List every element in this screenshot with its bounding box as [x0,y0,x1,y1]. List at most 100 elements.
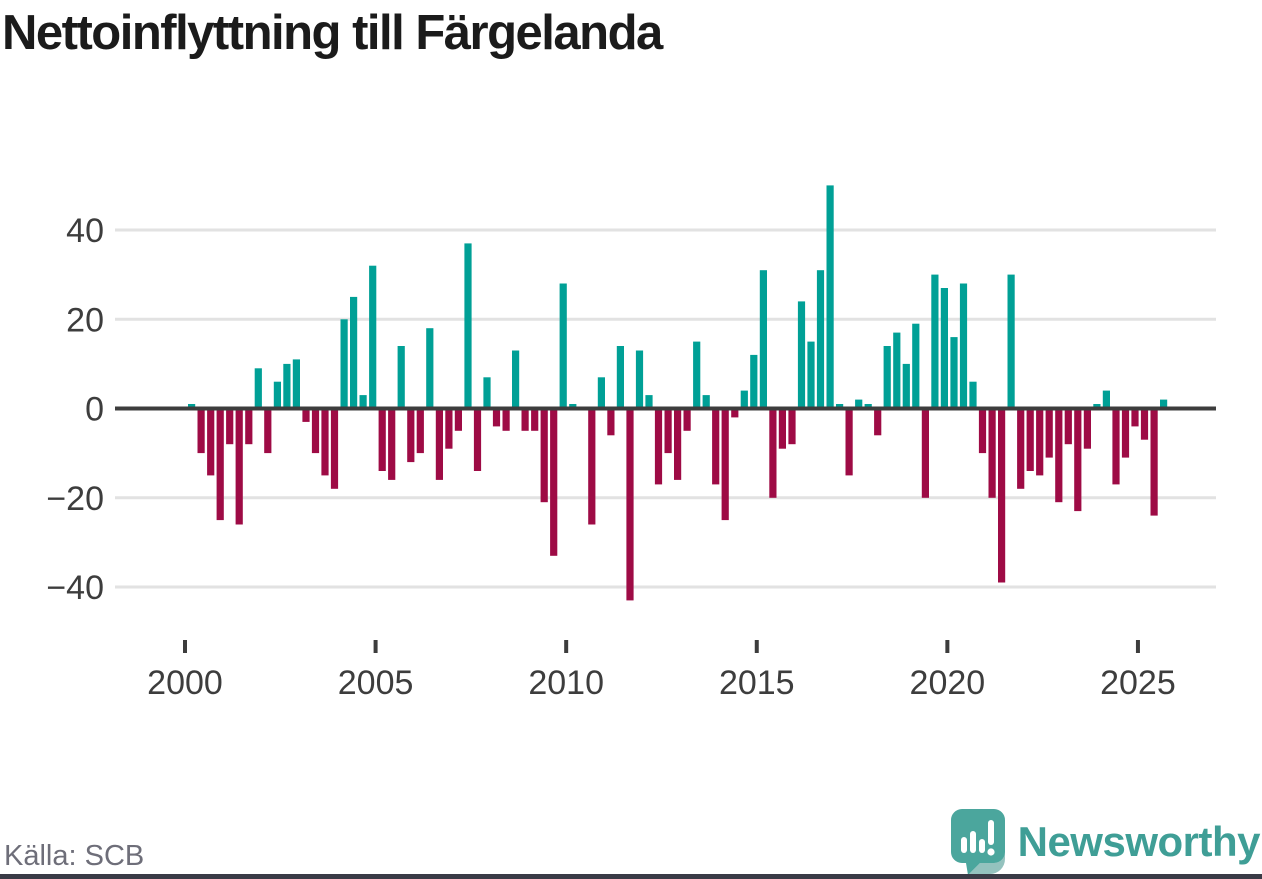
source-label: Källa: SCB [4,840,145,872]
bar [912,323,920,409]
bar [959,283,968,409]
bar [683,408,691,431]
bar [788,408,796,445]
bar [302,408,310,422]
bar [1093,404,1101,409]
bar [1102,390,1110,409]
bar [350,296,358,409]
bar [531,408,539,431]
bar [1160,399,1168,409]
bar [988,408,996,498]
newsworthy-branding: Newsworthy [950,808,1261,876]
bar [378,408,386,471]
bar [512,350,520,409]
bar [273,381,281,409]
bar [1112,408,1120,485]
bar [626,408,634,601]
bar [616,346,624,409]
newsworthy-pin-icon [950,809,1005,875]
bar [1131,408,1139,427]
bar [969,381,977,409]
bar [1083,408,1091,449]
x-axis-tick-label: 2020 [910,664,986,702]
bar [874,408,882,436]
bar [607,408,615,436]
bar [712,408,720,485]
bar [292,359,300,409]
bar [235,408,243,525]
bar [893,332,901,409]
x-axis-tick-label: 2000 [147,664,223,702]
bar [207,408,215,476]
bar [950,337,958,409]
x-axis-tick-label: 2010 [528,664,604,702]
bar [797,301,806,409]
y-axis-tick-label: 0 [85,391,104,429]
bar [435,408,443,480]
bar [769,408,777,498]
bar [664,408,672,454]
bar [855,399,863,409]
bar [1150,408,1158,516]
bar [321,408,329,476]
x-axis-tick-label: 2025 [1100,664,1176,702]
bar [864,404,872,409]
bar [1121,408,1130,458]
bar [1045,408,1053,458]
y-axis-tick-label: −20 [46,480,104,518]
footer-accent-bar [0,874,1262,879]
bar [654,408,663,485]
bar [521,408,529,431]
bar [492,408,501,427]
bar [188,404,196,409]
bar [502,408,510,431]
bar [197,408,205,454]
bar [445,408,453,449]
bar [1017,408,1025,489]
bar [826,185,834,409]
x-axis-tick-label: 2005 [338,664,414,702]
bar [740,390,748,409]
bar [226,408,234,445]
bar [931,274,939,409]
bar [330,408,339,489]
bar [464,243,472,409]
bar [921,408,929,498]
bar [473,408,482,471]
bar [902,363,910,409]
bar [388,408,396,480]
bar [397,346,405,409]
y-axis-tick-label: 20 [66,301,104,339]
bar [216,408,224,521]
bar [340,319,348,409]
bar [569,404,577,409]
bar [759,270,767,409]
bar [283,363,291,409]
bar [1140,408,1149,440]
bar [254,368,262,409]
bar [311,408,320,454]
bar [540,408,548,503]
bar [597,377,605,409]
bar [369,265,377,409]
bar [883,346,891,409]
bar [454,408,462,431]
bar [731,408,739,418]
x-axis-tick-label: 2015 [719,664,795,702]
bar [721,408,729,521]
bar [750,354,758,409]
bar [588,408,596,525]
bar [702,395,710,409]
bar [778,408,786,449]
bar [416,408,424,454]
bar [816,270,825,409]
y-axis-tick-label: −40 [46,569,104,607]
bar [1026,408,1034,471]
bar [674,408,682,480]
page-title: Nettoinflyttning till Färgelanda [2,6,663,60]
bar [807,341,815,409]
bar [845,408,853,476]
bar [264,408,272,454]
